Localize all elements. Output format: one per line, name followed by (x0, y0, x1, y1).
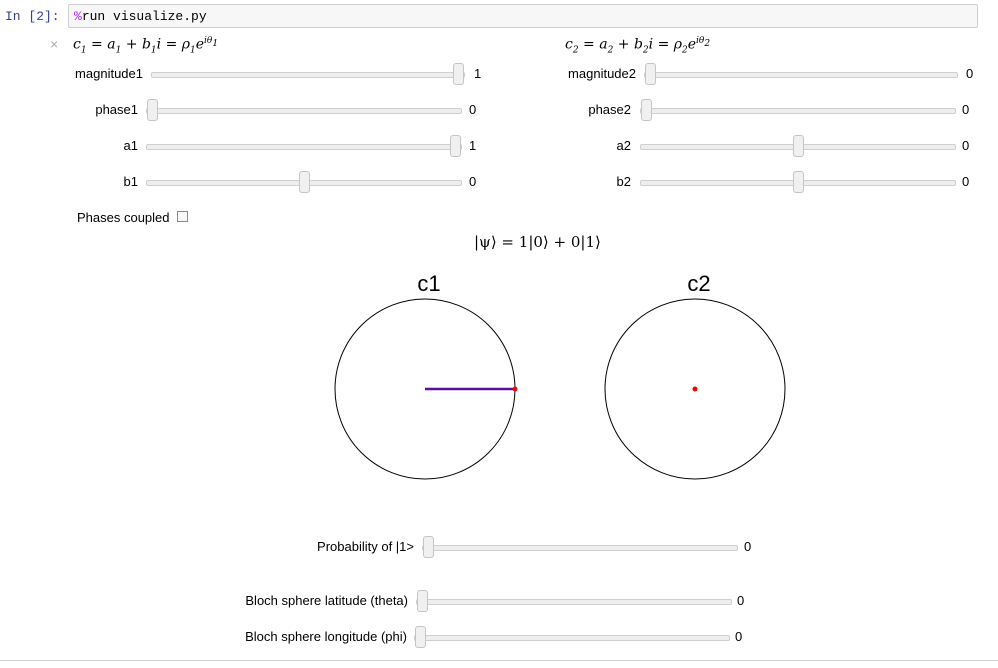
phases-coupled-checkbox[interactable] (177, 211, 188, 222)
slider-phase1[interactable] (146, 99, 462, 121)
slider-label-a2: a2 (616, 138, 631, 153)
slider-value-phase2: 0 (962, 102, 970, 117)
slider-handle[interactable] (792, 135, 804, 157)
cell-divider (0, 660, 998, 661)
slider-label-magnitude2: magnitude2 (568, 66, 636, 81)
code-text: run visualize.py (81, 9, 207, 24)
slider-handle[interactable] (417, 590, 428, 612)
state-formula: |ψ⟩ = 1|0⟩ + 0|1⟩ (474, 233, 601, 251)
slider-value-b1: 0 (469, 174, 477, 189)
slider-probability[interactable] (422, 536, 738, 558)
slider-value-b2: 0 (962, 174, 970, 189)
cell-prompt: In [2]: (5, 9, 60, 24)
slider-phase2[interactable] (640, 99, 956, 121)
magic-symbol: % (74, 9, 82, 24)
slider-handle[interactable] (645, 63, 656, 85)
formula-c2: c2 = a2 + b2i = ρ2eiθ2 (565, 36, 711, 56)
plot-title-c1: c1 (417, 271, 440, 296)
slider-value-probability: 0 (744, 539, 752, 554)
formula-c1: c1 = a1 + b1i = ρ1eiθ1 (73, 36, 219, 56)
close-output-icon[interactable]: × (50, 36, 59, 52)
slider-magnitude2[interactable] (644, 63, 958, 85)
slider-label-phase1: phase1 (95, 102, 138, 117)
slider-value-phi: 0 (735, 629, 743, 644)
slider-handle[interactable] (423, 536, 434, 558)
slider-handle[interactable] (415, 626, 426, 648)
slider-a2[interactable] (640, 135, 956, 157)
slider-label-b2: b2 (616, 174, 631, 189)
slider-b2[interactable] (640, 171, 956, 193)
slider-label-phi: Bloch sphere longitude (phi) (245, 629, 407, 644)
unit-circle-c2 (604, 298, 786, 480)
slider-label-probability: Probability of |1> (317, 539, 414, 554)
slider-label-magnitude1: magnitude1 (75, 66, 143, 81)
slider-a1[interactable] (146, 135, 462, 157)
slider-handle[interactable] (792, 171, 804, 193)
slider-handle[interactable] (641, 99, 652, 121)
slider-value-a1: 1 (469, 138, 477, 153)
slider-handle[interactable] (450, 135, 461, 157)
slider-handle[interactable] (147, 99, 158, 121)
slider-value-theta: 0 (737, 593, 745, 608)
phases-coupled-label: Phases coupled (77, 210, 170, 225)
slider-value-magnitude2: 0 (966, 66, 974, 81)
unit-circle-c1 (334, 298, 516, 480)
plot-title-c2: c2 (687, 271, 710, 296)
slider-handle[interactable] (298, 171, 310, 193)
slider-label-theta: Bloch sphere latitude (theta) (245, 593, 408, 608)
slider-phi[interactable] (414, 626, 730, 648)
code-cell-input[interactable]: %run visualize.py (68, 4, 978, 28)
slider-b1[interactable] (146, 171, 462, 193)
slider-handle[interactable] (453, 63, 464, 85)
plot-c2: c2 (604, 271, 786, 480)
slider-label-phase2: phase2 (588, 102, 631, 117)
slider-label-b1: b1 (123, 174, 138, 189)
point-c1 (512, 386, 518, 392)
slider-value-magnitude1: 1 (474, 66, 482, 81)
slider-value-a2: 0 (962, 138, 970, 153)
slider-magnitude1[interactable] (151, 63, 465, 85)
plot-c1: c1 (334, 271, 518, 480)
slider-theta[interactable] (416, 590, 732, 612)
slider-value-phase1: 0 (469, 102, 477, 117)
point-c2 (692, 386, 698, 392)
slider-label-a1: a1 (123, 138, 138, 153)
